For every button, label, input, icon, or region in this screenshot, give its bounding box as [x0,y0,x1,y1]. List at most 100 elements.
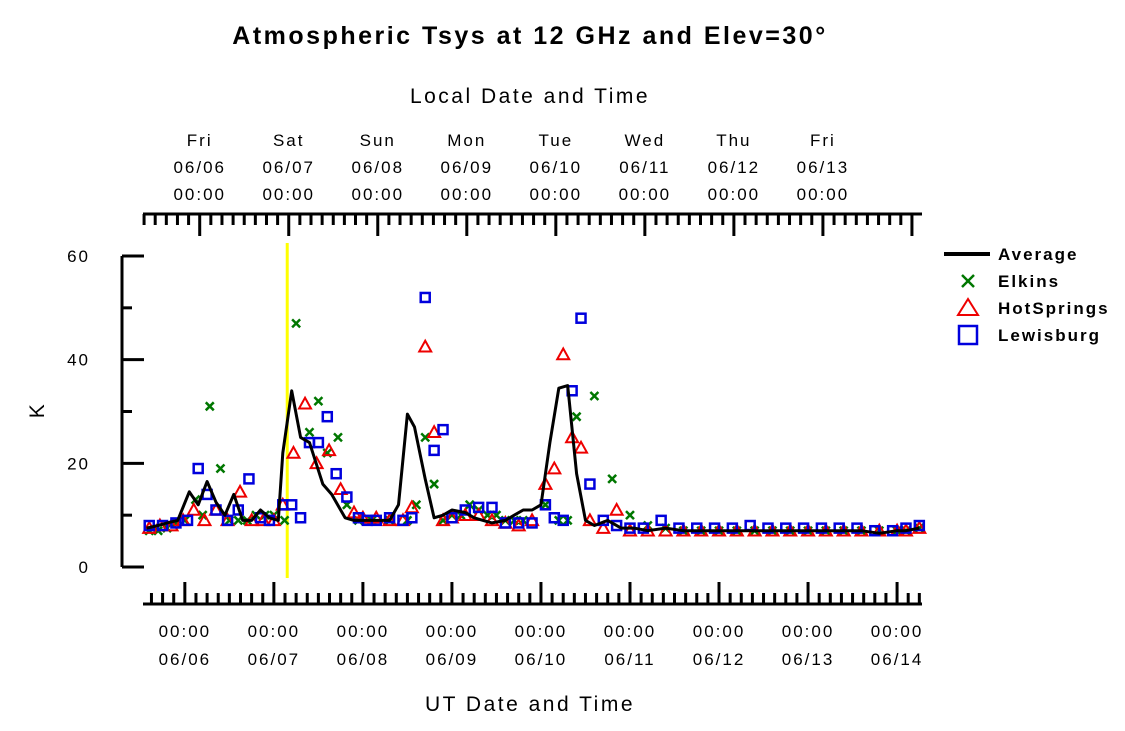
elkins-point [420,432,431,443]
lewisburg-point [584,478,596,490]
lewisburg-point [851,522,863,534]
hotsprings-point [595,520,611,534]
top-tick-date: 06/07 [262,158,315,177]
legend-square-swatch [957,324,979,346]
chart-title: Atmospheric Tsys at 12 GHz and Elev=30° [232,22,827,50]
lewisburg-point [221,514,234,527]
top-tick-day: Tue [538,131,573,150]
hotsprings-point [163,517,180,532]
lewisburg-point [833,522,845,534]
legend-item-elkins: Elkins [961,272,1060,291]
lewisburg-point [330,467,342,480]
hotsprings-point [537,476,554,490]
axes: 0 20 40 60 00:00 06/06 00:00 06/07 00:00 06/08 00:… [67,131,924,669]
bottom-tick-time: 00:00 [248,622,301,641]
lewisburg-point [192,462,204,475]
hotsprings-point [196,512,213,527]
hotsprings-point [555,346,571,361]
legend-label: Elkins [998,272,1060,291]
top-tick-day: Sat [273,131,305,150]
y-axis-title: K [26,402,49,419]
lewisburg-point [557,514,569,527]
bottom-tick-time: 00:00 [515,622,568,641]
series-layer [141,291,928,537]
hotsprings-point [622,522,638,537]
top-tick-date: 06/08 [351,158,404,177]
lewisburg-point [815,522,828,534]
top-tick-time: 00:00 [441,185,494,204]
elkins-point [291,318,302,329]
top-tick-time: 00:00 [262,185,315,204]
hotsprings-point [511,517,527,532]
series-average-line [146,384,920,535]
x-stroke [279,515,290,526]
lewisburg-point [419,291,431,304]
hotsprings-point [285,444,302,459]
x-stroke [607,473,618,484]
top-tick-day: Fri [187,131,213,150]
x-stroke [625,510,635,521]
x-stroke [961,274,975,288]
bottom-tick-date: 06/07 [248,650,301,669]
elkins-point [215,463,226,474]
x-stroke [291,318,302,329]
legend-item-lewisburg: Lewisburg [957,324,1099,346]
lewisburg-point [243,473,255,485]
top-tick-time: 00:00 [619,185,672,204]
bottom-tick-time: 00:00 [337,622,390,641]
x-stroke [333,432,343,443]
lewisburg-point [655,514,667,527]
elkins-point [571,411,582,422]
bottom-tick-time: 00:00 [604,622,657,641]
lewisburg-point [691,522,703,534]
lewisburg-point [341,491,353,503]
series-lewisburg [143,291,926,537]
elkins-point [279,515,290,526]
lewisburg-point [526,517,538,529]
lewisburg-point [472,501,485,514]
bottom-axis-title: UT Date and Time [425,693,635,716]
elkins-point [411,499,422,510]
top-tick-time: 00:00 [530,185,583,204]
legend-label: Average [998,245,1078,264]
hotsprings-point [186,501,202,516]
hotsprings-point [484,512,500,527]
hotsprings-point [368,509,384,524]
lewisburg-point [708,522,721,534]
x-stroke [411,499,422,510]
lewisburg-point [406,512,418,524]
hotsprings-point [297,395,313,410]
elkins-point [333,432,343,443]
legend-label: HotSprings [998,299,1110,318]
bottom-tick-date: 06/13 [782,650,835,669]
x-stroke [215,463,226,474]
top-tick-time: 00:00 [708,185,761,204]
hotsprings-point [417,338,433,353]
x-stroke [420,432,431,443]
x-stroke [429,479,440,489]
hotsprings-point [332,481,349,496]
x-stroke [589,391,600,401]
hotsprings-point [426,424,442,439]
lewisburg-point [321,410,334,423]
lewisburg-point [285,499,298,511]
lewisburg-point [499,517,512,529]
bottom-tick-date: 06/09 [426,650,479,669]
hotsprings-point [546,460,563,475]
legend: Average Elkins HotSprings Lewisburg [944,245,1110,346]
lewisburg-point [575,312,587,324]
lewisburg-point [181,514,194,527]
lewisburg-point [312,436,325,449]
lewisburg-point [428,444,440,457]
x-stroke [197,510,208,521]
top-tick-date: 06/10 [530,158,583,177]
elkins-point [625,510,635,521]
top-tick-time: 00:00 [797,185,850,204]
bottom-tick-time: 00:00 [693,622,746,641]
bottom-tick-time: 00:00 [871,622,924,641]
bottom-tick-date: 06/06 [159,650,212,669]
bottom-tick-time: 00:00 [782,622,835,641]
top-tick-day: Sun [360,131,396,150]
elkins-point [589,391,600,401]
